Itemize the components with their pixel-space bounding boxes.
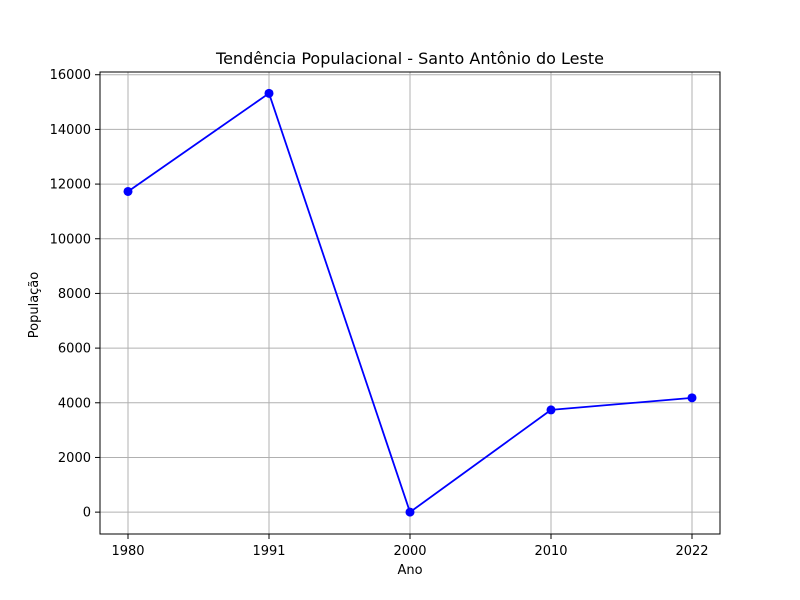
x-tick-label: 1991 bbox=[252, 544, 285, 559]
data-point bbox=[687, 393, 697, 403]
y-tick-label: 4000 bbox=[58, 396, 91, 411]
chart-title: Tendência Populacional - Santo Antônio d… bbox=[215, 49, 604, 68]
series-layer bbox=[123, 88, 697, 517]
x-tick-label: 2000 bbox=[393, 544, 426, 559]
y-tick-label: 2000 bbox=[58, 451, 91, 466]
x-tick-label: 2022 bbox=[675, 544, 708, 559]
y-tick-label: 8000 bbox=[58, 287, 91, 302]
data-point bbox=[264, 88, 274, 98]
grid bbox=[100, 72, 720, 534]
y-tick-label: 14000 bbox=[50, 123, 91, 138]
x-tick-label: 2010 bbox=[534, 544, 567, 559]
data-point bbox=[123, 186, 133, 196]
x-tick-label: 1980 bbox=[111, 544, 144, 559]
y-tick-label: 0 bbox=[83, 506, 91, 521]
x-axis: 1980 1991 2000 2010 2022 bbox=[111, 534, 709, 559]
data-point bbox=[405, 507, 415, 517]
y-tick-label: 6000 bbox=[58, 342, 91, 357]
y-tick-label: 12000 bbox=[50, 178, 91, 193]
y-tick-label: 16000 bbox=[50, 68, 91, 83]
data-point bbox=[546, 405, 556, 415]
y-axis-title: População bbox=[27, 272, 42, 339]
y-axis: 0 2000 4000 6000 8000 10000 12000 14000 16000 bbox=[50, 68, 100, 521]
x-axis-title: Ano bbox=[397, 563, 422, 578]
y-tick-label: 10000 bbox=[50, 232, 91, 247]
